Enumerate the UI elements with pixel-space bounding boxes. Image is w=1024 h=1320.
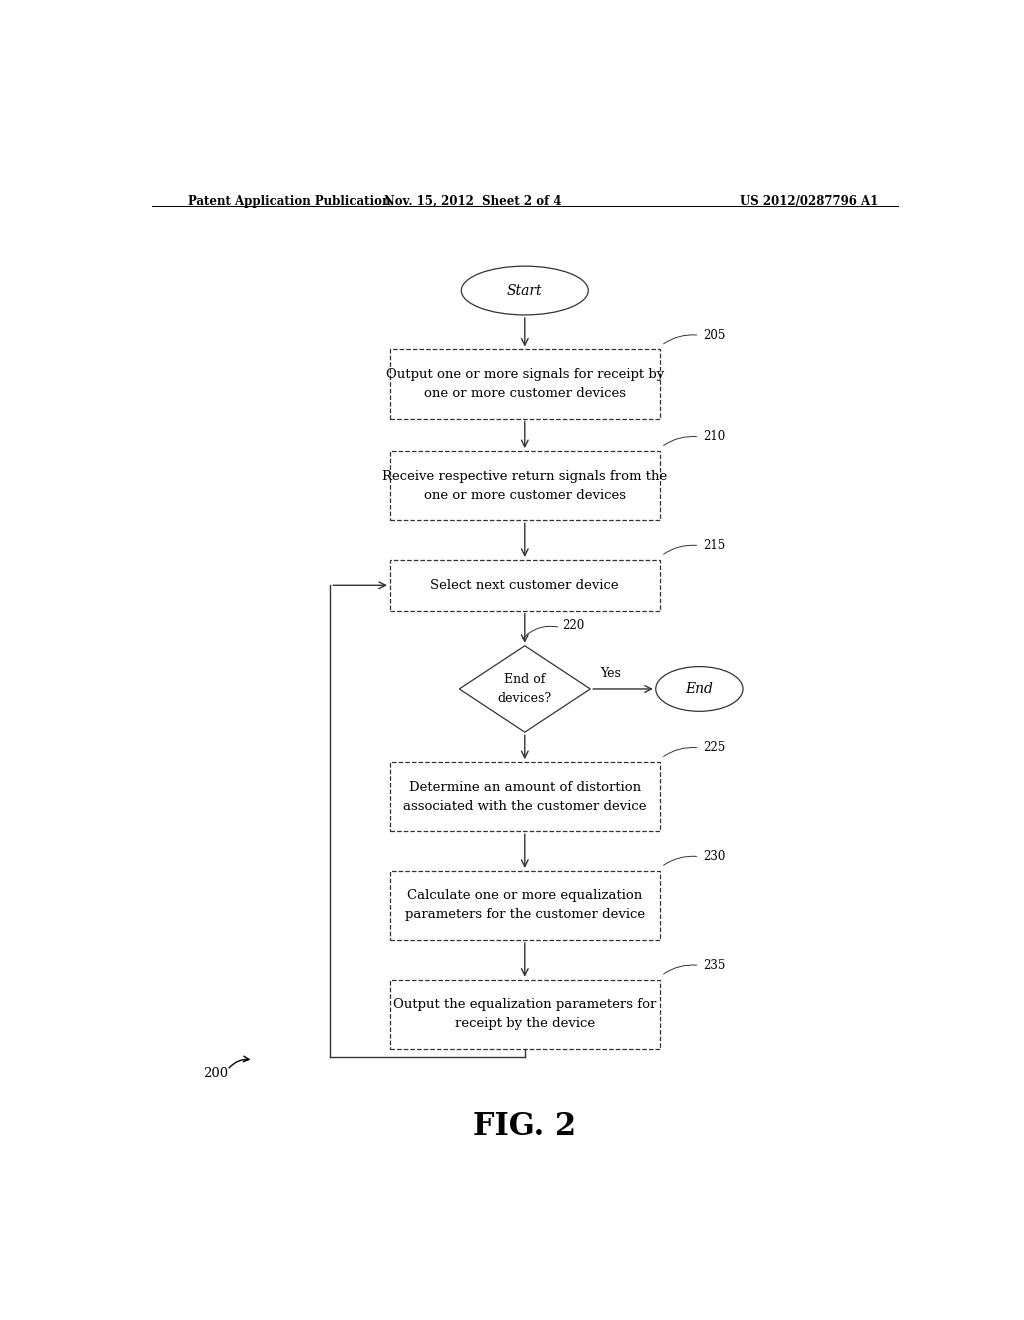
Text: FIG. 2: FIG. 2 — [473, 1110, 577, 1142]
Polygon shape — [460, 645, 590, 733]
Bar — [390, 560, 659, 611]
Text: 205: 205 — [703, 329, 726, 342]
Text: 225: 225 — [703, 742, 726, 755]
Text: End: End — [685, 682, 714, 696]
Text: 215: 215 — [703, 539, 726, 552]
Text: 200: 200 — [203, 1067, 228, 1080]
Text: 220: 220 — [562, 619, 585, 632]
Text: Output the equalization parameters for
receipt by the device: Output the equalization parameters for r… — [393, 998, 656, 1030]
Ellipse shape — [461, 267, 588, 315]
Text: Determine an amount of distortion
associated with the customer device: Determine an amount of distortion associ… — [403, 780, 646, 813]
Bar — [390, 451, 659, 520]
Text: 210: 210 — [703, 430, 726, 444]
Text: Receive respective return signals from the
one or more customer devices: Receive respective return signals from t… — [382, 470, 668, 502]
Bar — [390, 762, 659, 832]
Text: Output one or more signals for receipt by
one or more customer devices: Output one or more signals for receipt b… — [386, 368, 664, 400]
Text: Yes: Yes — [600, 667, 621, 680]
Text: Patent Application Publication: Patent Application Publication — [187, 195, 390, 209]
Text: US 2012/0287796 A1: US 2012/0287796 A1 — [739, 195, 878, 209]
Text: 235: 235 — [703, 958, 726, 972]
Text: Select next customer device: Select next customer device — [430, 578, 620, 591]
Text: Nov. 15, 2012  Sheet 2 of 4: Nov. 15, 2012 Sheet 2 of 4 — [384, 195, 562, 209]
Bar — [390, 979, 659, 1049]
Text: Calculate one or more equalization
parameters for the customer device: Calculate one or more equalization param… — [404, 890, 645, 921]
Text: 230: 230 — [703, 850, 726, 863]
Bar — [390, 350, 659, 418]
Text: Start: Start — [507, 284, 543, 297]
Bar — [390, 871, 659, 940]
Text: End of
devices?: End of devices? — [498, 673, 552, 705]
Ellipse shape — [655, 667, 743, 711]
